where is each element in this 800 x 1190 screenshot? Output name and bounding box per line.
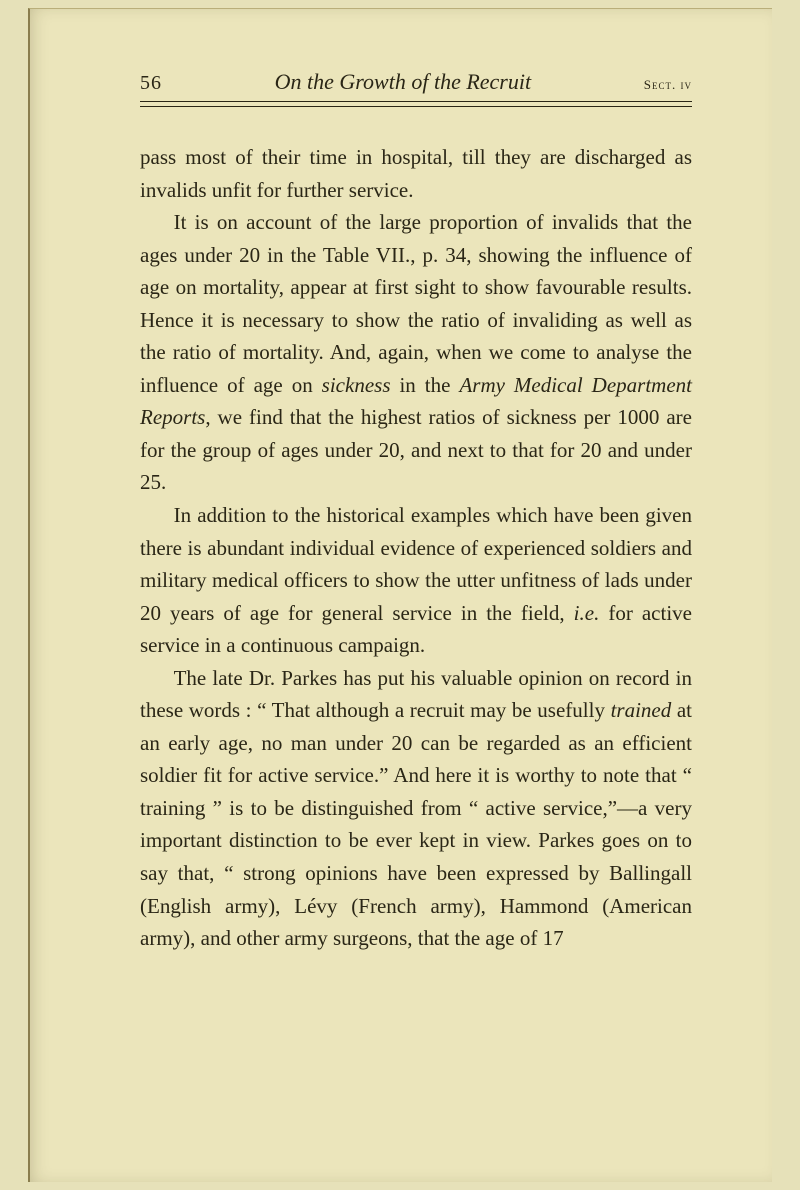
p2-part-b: in the <box>391 373 460 397</box>
p2-part-c: , we find that the highest ratios of sic… <box>140 405 692 494</box>
running-title: On the Growth of the Recruit <box>162 69 644 95</box>
page-sheet: 56 On the Growth of the Recruit sect. iv… <box>28 8 772 1182</box>
p4-part-b: at an early age, no man under 20 can be … <box>140 698 692 950</box>
p4-italic-trained: trained <box>611 698 672 722</box>
p3-italic-ie: i.e. <box>574 601 600 625</box>
section-label: sect. iv <box>644 77 692 93</box>
p4-part-a: The late Dr. Parkes has put his valuable… <box>140 666 692 723</box>
page-number: 56 <box>140 72 162 95</box>
paragraph-3: In addition to the historical examples w… <box>140 499 692 662</box>
running-header: 56 On the Growth of the Recruit sect. iv <box>140 69 692 102</box>
body-text: pass most of their time in hospital, til… <box>140 141 692 955</box>
p2-italic-sickness: sickness <box>322 373 391 397</box>
paragraph-4: The late Dr. Parkes has put his valuable… <box>140 662 692 955</box>
p2-part-a: It is on account of the large proportion… <box>140 210 692 397</box>
paragraph-2: It is on account of the large proportion… <box>140 206 692 499</box>
paragraph-1: pass most of their time in hospital, til… <box>140 141 692 206</box>
header-rule <box>140 106 692 107</box>
page-background: 56 On the Growth of the Recruit sect. iv… <box>0 0 800 1190</box>
